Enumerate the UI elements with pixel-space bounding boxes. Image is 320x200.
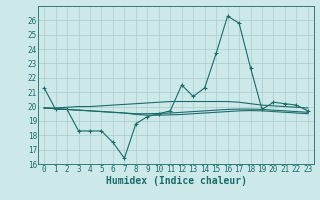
X-axis label: Humidex (Indice chaleur): Humidex (Indice chaleur) — [106, 176, 246, 186]
